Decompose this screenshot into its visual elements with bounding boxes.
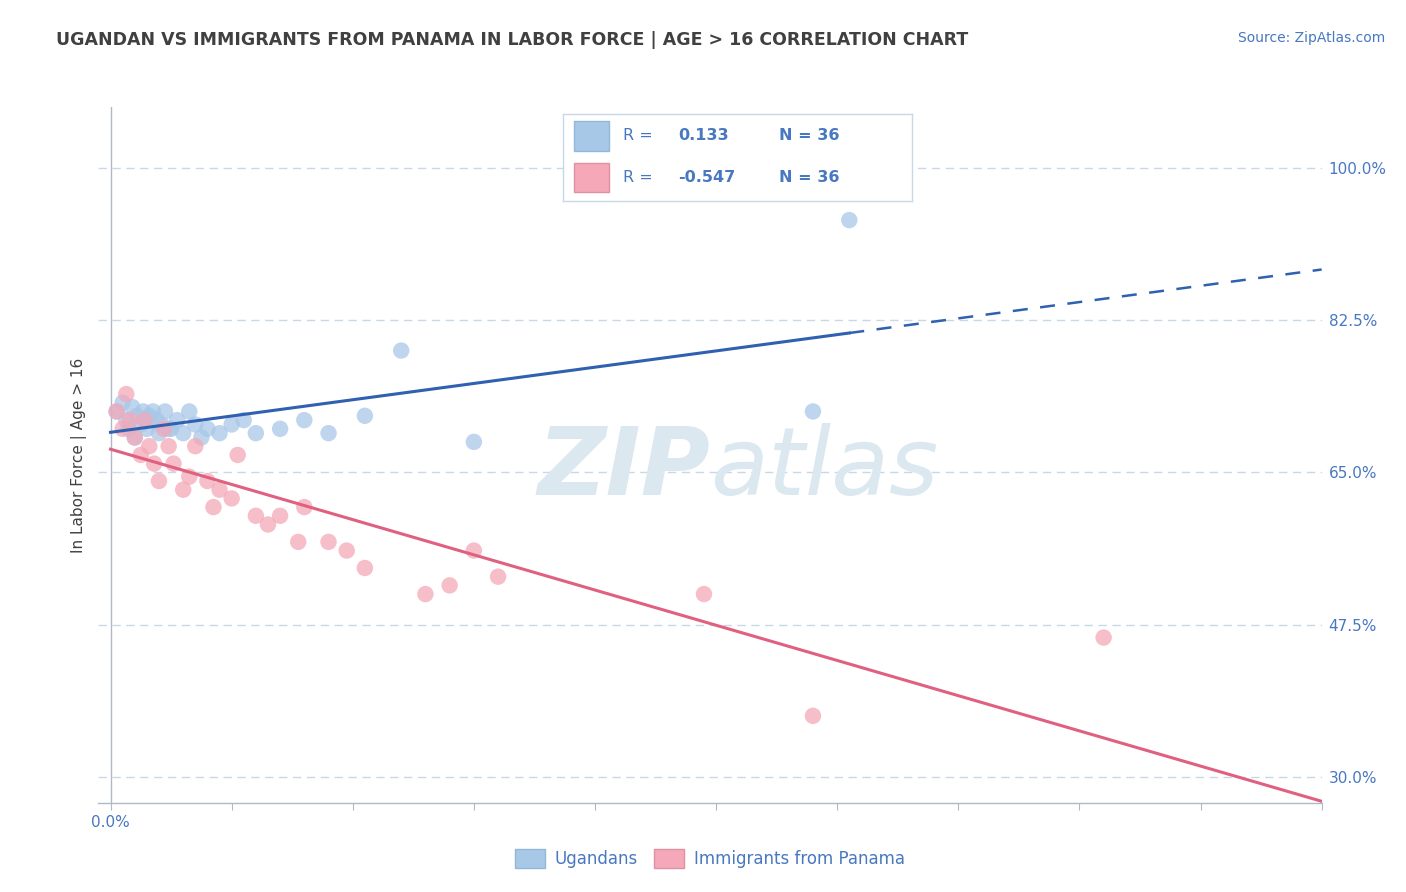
Point	[153, 404, 176, 418]
Point	[129, 417, 152, 432]
Point	[232, 413, 254, 427]
Point	[221, 491, 243, 506]
Point	[202, 500, 225, 514]
Text: Source: ZipAtlas.com: Source: ZipAtlas.com	[1237, 31, 1385, 45]
Point	[135, 422, 157, 436]
Point	[336, 543, 359, 558]
Point	[354, 409, 377, 423]
Point	[1092, 631, 1115, 645]
Point	[166, 413, 188, 427]
Point	[184, 439, 207, 453]
Point	[157, 439, 180, 453]
Point	[197, 422, 219, 436]
Point	[292, 500, 315, 514]
Point	[208, 483, 231, 497]
Point	[148, 474, 170, 488]
Point	[172, 483, 194, 497]
Point	[693, 587, 716, 601]
Point	[184, 417, 207, 432]
Point	[221, 417, 243, 432]
Point	[415, 587, 437, 601]
Point	[179, 469, 201, 483]
Point	[354, 561, 377, 575]
Point	[269, 422, 291, 436]
Point	[245, 426, 267, 441]
Point	[389, 343, 412, 358]
Point	[162, 457, 184, 471]
Point	[318, 426, 340, 441]
Text: ZIP: ZIP	[537, 423, 710, 515]
Point	[142, 404, 165, 418]
Point	[150, 417, 173, 432]
Point	[115, 413, 138, 427]
Point	[208, 426, 231, 441]
Legend: Ugandans, Immigrants from Panama: Ugandans, Immigrants from Panama	[508, 842, 912, 874]
Point	[143, 457, 166, 471]
Point	[118, 422, 141, 436]
Point	[318, 535, 340, 549]
Point	[118, 413, 141, 427]
Point	[197, 474, 219, 488]
Point	[132, 404, 155, 418]
Point	[245, 508, 267, 523]
Point	[138, 409, 160, 423]
Point	[486, 570, 509, 584]
Point	[157, 422, 180, 436]
Point	[226, 448, 249, 462]
Point	[172, 426, 194, 441]
Point	[148, 426, 170, 441]
Point	[463, 543, 485, 558]
Point	[105, 404, 128, 418]
Point	[838, 213, 860, 227]
Point	[269, 508, 291, 523]
Point	[105, 404, 128, 418]
Text: UGANDAN VS IMMIGRANTS FROM PANAMA IN LABOR FORCE | AGE > 16 CORRELATION CHART: UGANDAN VS IMMIGRANTS FROM PANAMA IN LAB…	[56, 31, 969, 49]
Point	[138, 439, 160, 453]
Point	[179, 404, 201, 418]
Point	[111, 396, 134, 410]
Point	[292, 413, 315, 427]
Point	[439, 578, 461, 592]
Text: atlas: atlas	[710, 424, 938, 515]
Point	[111, 422, 134, 436]
Point	[134, 413, 156, 427]
Point	[121, 400, 143, 414]
Point	[160, 422, 183, 436]
Point	[257, 517, 280, 532]
Point	[127, 409, 149, 423]
Point	[287, 535, 309, 549]
Point	[145, 413, 167, 427]
Point	[801, 404, 824, 418]
Point	[190, 431, 212, 445]
Y-axis label: In Labor Force | Age > 16: In Labor Force | Age > 16	[72, 358, 87, 552]
Point	[115, 387, 138, 401]
Point	[153, 422, 176, 436]
Point	[463, 434, 485, 449]
Point	[124, 431, 146, 445]
Point	[124, 431, 146, 445]
Point	[801, 708, 824, 723]
Point	[129, 448, 152, 462]
